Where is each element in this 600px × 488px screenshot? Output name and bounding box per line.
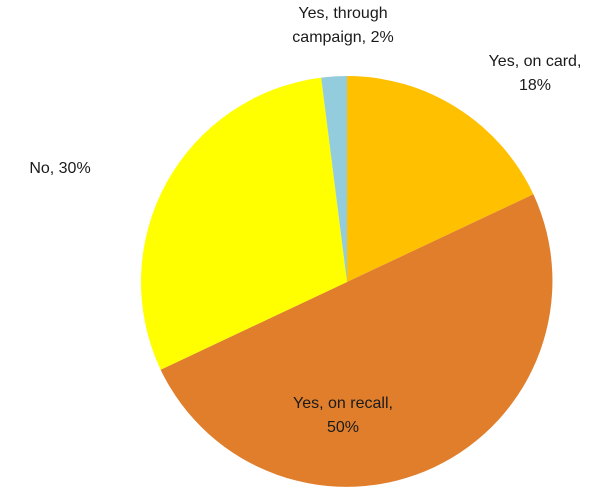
pie-slice-yes-on-recall-50	[160, 194, 553, 487]
data-label-line: 50%	[327, 419, 359, 436]
data-label-line: Yes, on recall,	[293, 395, 393, 412]
data-label-no-30: No, 30%	[29, 160, 90, 177]
data-labels: Yes, on card, 18% Yes, on recall, 50% No, 30…	[29, 5, 581, 436]
data-label-line: campaign, 2%	[292, 29, 393, 46]
data-label-yes-through-campaign-2: Yes, through campaign, 2%	[292, 5, 393, 46]
data-label-line: Yes, through	[298, 5, 387, 22]
pie-slice-no-30	[141, 77, 347, 370]
data-label-line: No, 30%	[29, 160, 90, 177]
pie-slice-yes-through-campaign-2	[321, 76, 347, 282]
data-label-yes-on-card-18: Yes, on card, 18%	[489, 53, 582, 94]
data-label-line: 18%	[519, 77, 551, 94]
data-label-line: Yes, on card,	[489, 53, 582, 70]
data-label-yes-on-recall-50: Yes, on recall, 50%	[293, 395, 393, 436]
pie-slice-yes-on-card-18	[347, 76, 534, 282]
pie-slices	[141, 76, 553, 487]
